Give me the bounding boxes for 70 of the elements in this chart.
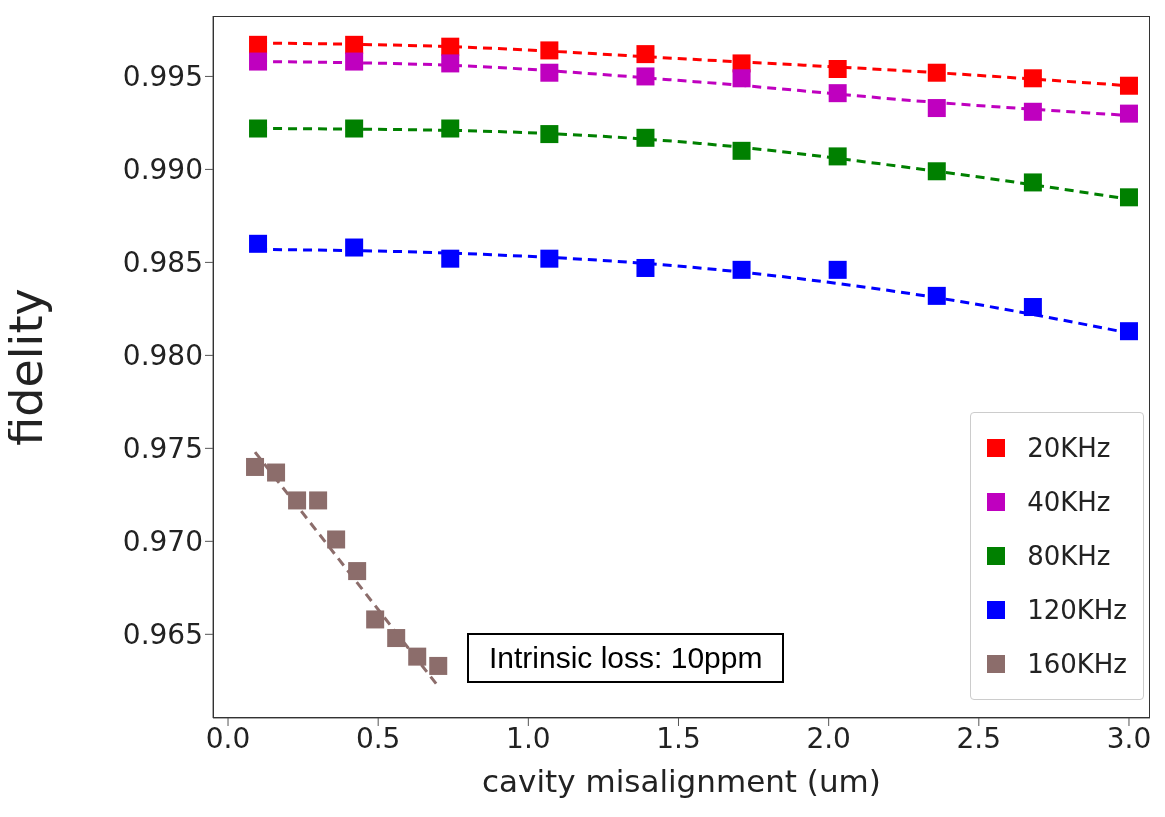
y-tick-label: 0.995 — [122, 60, 203, 94]
y-tick-label: 0.965 — [122, 618, 203, 652]
legend-label: 40KHz — [1027, 487, 1111, 517]
y-tick-label: 0.975 — [122, 432, 203, 466]
annotation: Intrinsic loss: 10ppm — [467, 633, 785, 683]
point — [249, 35, 268, 54]
point — [249, 119, 268, 138]
point — [327, 530, 346, 549]
point — [540, 41, 559, 60]
x-tick-label: 0.0 — [205, 721, 251, 755]
point — [1023, 102, 1042, 121]
point — [267, 463, 286, 482]
point — [828, 260, 847, 279]
y-tick-label: 0.985 — [122, 246, 203, 280]
x-tick-label: 2.5 — [956, 721, 1002, 755]
point — [540, 63, 559, 82]
legend-label: 120KHz — [1027, 595, 1127, 625]
point — [636, 67, 655, 86]
point — [408, 647, 427, 666]
point — [828, 147, 847, 166]
x-tick-label: 2.0 — [806, 721, 851, 755]
point — [1119, 104, 1138, 123]
point — [636, 128, 655, 147]
point — [288, 491, 307, 510]
point — [828, 84, 847, 103]
point — [429, 656, 448, 675]
point — [636, 45, 655, 64]
point — [540, 125, 559, 144]
point — [1023, 69, 1042, 88]
y-axis-title: fidelity — [0, 288, 54, 446]
point — [732, 260, 751, 279]
point — [1119, 188, 1138, 207]
point — [540, 249, 559, 268]
point — [387, 629, 406, 648]
point — [309, 491, 328, 510]
y-tick-label: 0.970 — [122, 525, 203, 559]
point — [249, 234, 268, 253]
point — [1119, 322, 1138, 341]
point — [345, 35, 364, 54]
point — [927, 99, 946, 118]
point — [348, 562, 367, 581]
point — [441, 119, 460, 138]
point — [927, 286, 946, 305]
point — [249, 52, 268, 71]
x-tick-label: 0.5 — [355, 721, 401, 755]
point — [246, 457, 265, 476]
point — [345, 119, 364, 138]
x-axis-title: cavity misalignment (um) — [482, 763, 881, 799]
y-tick-label: 0.990 — [122, 153, 203, 187]
y-tick-label: 0.980 — [122, 339, 203, 373]
point — [732, 69, 751, 88]
point — [345, 238, 364, 257]
x-tick-label: 3.0 — [1106, 721, 1152, 755]
legend-label: 20KHz — [1027, 433, 1111, 463]
legend-label: 160KHz — [1027, 649, 1127, 679]
point — [345, 52, 364, 71]
point — [927, 63, 946, 82]
point — [1119, 76, 1138, 95]
x-tick-label: 1.0 — [506, 721, 551, 755]
point — [732, 141, 751, 160]
point — [636, 258, 655, 277]
point — [366, 610, 385, 629]
point — [828, 60, 847, 78]
point — [441, 249, 460, 268]
point — [1023, 173, 1042, 192]
point — [441, 54, 460, 73]
x-tick-label: 1.5 — [656, 721, 701, 755]
legend-label: 80KHz — [1027, 541, 1111, 571]
point — [1023, 298, 1042, 317]
point — [927, 162, 946, 181]
